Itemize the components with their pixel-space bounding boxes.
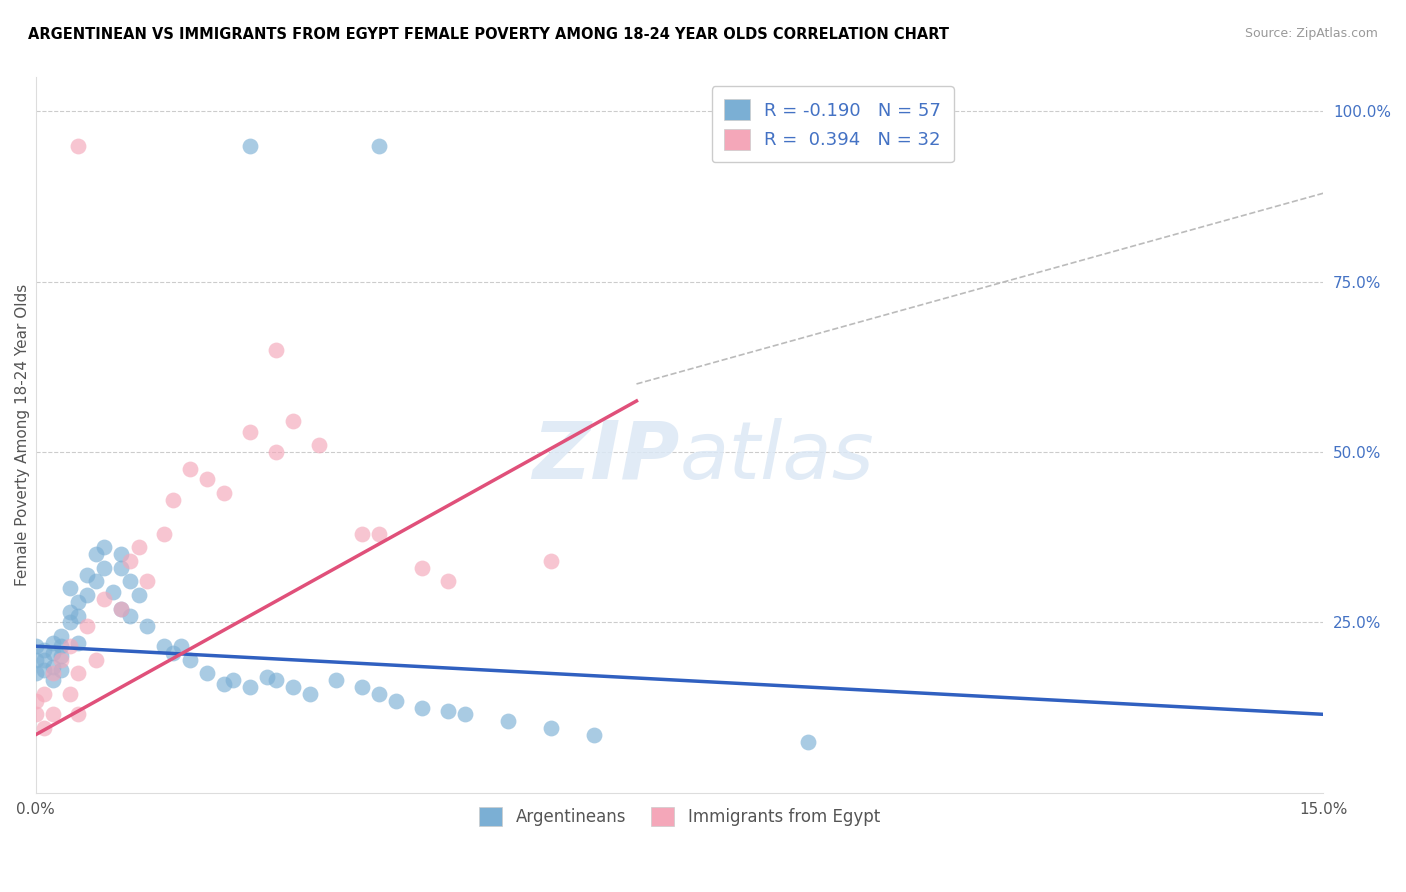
Point <box>368 687 391 701</box>
Point <box>51 649 73 664</box>
Point <box>84 653 107 667</box>
Point <box>264 343 287 357</box>
Point <box>110 561 132 575</box>
Point <box>136 619 159 633</box>
Point <box>42 666 65 681</box>
Point <box>32 687 55 701</box>
Point <box>32 642 55 657</box>
Point <box>299 687 322 701</box>
Point <box>239 680 262 694</box>
Point <box>368 526 391 541</box>
Point <box>162 646 184 660</box>
Point <box>24 639 46 653</box>
Point <box>195 666 218 681</box>
Point <box>179 462 201 476</box>
Point <box>24 707 46 722</box>
Point <box>76 567 98 582</box>
Point <box>222 673 245 688</box>
Point <box>42 646 65 660</box>
Legend: Argentineans, Immigrants from Egypt: Argentineans, Immigrants from Egypt <box>471 798 889 834</box>
Text: Source: ZipAtlas.com: Source: ZipAtlas.com <box>1244 27 1378 40</box>
Point <box>76 619 98 633</box>
Point <box>59 639 82 653</box>
Point <box>32 653 55 667</box>
Point <box>42 707 65 722</box>
Point <box>128 588 150 602</box>
Point <box>110 601 132 615</box>
Point <box>411 700 433 714</box>
Point <box>214 486 236 500</box>
Point <box>59 605 82 619</box>
Point <box>540 721 562 735</box>
Point <box>797 734 820 748</box>
Point <box>350 680 373 694</box>
Point <box>128 541 150 555</box>
Point <box>67 666 90 681</box>
Point <box>42 636 65 650</box>
Point <box>59 615 82 630</box>
Point <box>110 547 132 561</box>
Point <box>24 666 46 681</box>
Point <box>93 561 115 575</box>
Point <box>170 639 193 653</box>
Point <box>32 663 55 677</box>
Point <box>264 445 287 459</box>
Point <box>93 591 115 606</box>
Text: ZIP: ZIP <box>531 417 679 495</box>
Point <box>67 636 90 650</box>
Point <box>436 574 458 589</box>
Point <box>51 663 73 677</box>
Point <box>436 704 458 718</box>
Point <box>195 472 218 486</box>
Point <box>368 138 391 153</box>
Point <box>101 584 124 599</box>
Point <box>76 588 98 602</box>
Point <box>239 138 262 153</box>
Point <box>42 659 65 673</box>
Point <box>93 541 115 555</box>
Point <box>496 714 519 728</box>
Point <box>51 639 73 653</box>
Point <box>162 492 184 507</box>
Point <box>308 438 330 452</box>
Point <box>179 653 201 667</box>
Point <box>51 653 73 667</box>
Point <box>59 582 82 596</box>
Point <box>84 574 107 589</box>
Point <box>411 561 433 575</box>
Point <box>42 673 65 688</box>
Text: atlas: atlas <box>679 417 875 495</box>
Y-axis label: Female Poverty Among 18-24 Year Olds: Female Poverty Among 18-24 Year Olds <box>15 284 30 586</box>
Point <box>153 639 176 653</box>
Point <box>84 547 107 561</box>
Point <box>385 694 408 708</box>
Point <box>540 554 562 568</box>
Point <box>153 526 176 541</box>
Point <box>454 707 477 722</box>
Point <box>51 629 73 643</box>
Point <box>281 680 304 694</box>
Point <box>67 707 90 722</box>
Point <box>264 673 287 688</box>
Point <box>67 608 90 623</box>
Point <box>281 414 304 428</box>
Point <box>24 694 46 708</box>
Point <box>582 728 605 742</box>
Point <box>136 574 159 589</box>
Point <box>325 673 347 688</box>
Point <box>256 670 278 684</box>
Point <box>350 526 373 541</box>
Point <box>118 554 141 568</box>
Point <box>24 653 46 667</box>
Point <box>214 676 236 690</box>
Point <box>67 138 90 153</box>
Point <box>110 601 132 615</box>
Point <box>118 574 141 589</box>
Point <box>67 595 90 609</box>
Point <box>239 425 262 439</box>
Text: ARGENTINEAN VS IMMIGRANTS FROM EGYPT FEMALE POVERTY AMONG 18-24 YEAR OLDS CORREL: ARGENTINEAN VS IMMIGRANTS FROM EGYPT FEM… <box>28 27 949 42</box>
Point <box>118 608 141 623</box>
Point <box>32 721 55 735</box>
Point <box>59 687 82 701</box>
